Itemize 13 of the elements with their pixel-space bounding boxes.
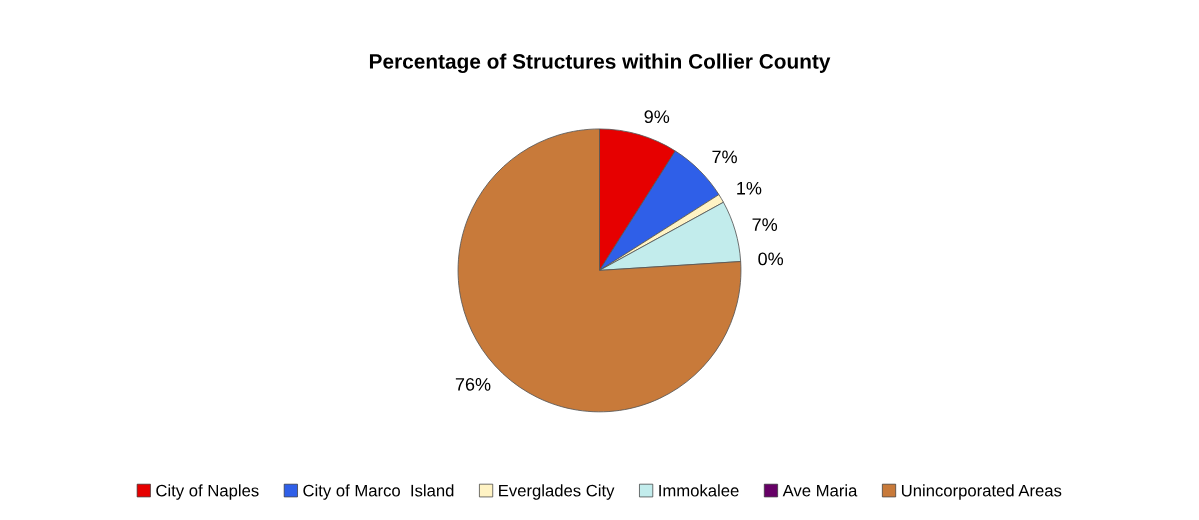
data-label: 76% [455,377,491,391]
data-label: 1% [737,181,762,195]
data-label: 7% [752,218,778,231]
data-label: 9% [644,110,670,124]
legend-label: Ave Maria [782,484,858,497]
chart-title: Percentage of Structures within Collier County [369,53,831,74]
data-label: 7% [712,150,737,164]
legend-label: Immokalee [659,484,739,497]
legend-label: City of Naples [156,484,259,500]
text: 0% [758,252,784,266]
legend-label: Everglades City [499,484,615,500]
legend-label: City of Marco Island [303,484,454,500]
legend-label: Unincorporated Areas [901,484,1062,500]
